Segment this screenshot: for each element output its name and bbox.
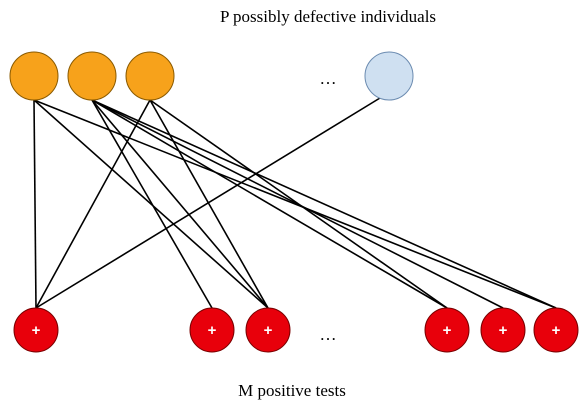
individual-node: [364, 51, 414, 101]
test-node: [245, 307, 291, 353]
test-label: +: [208, 322, 217, 339]
tests: + + + + + + …: [13, 307, 579, 353]
edge: [149, 99, 448, 309]
edge: [35, 97, 381, 309]
edge: [91, 99, 269, 309]
individuals: …: [9, 51, 414, 101]
individual-node: [125, 51, 175, 101]
title: P possibly defective individuals: [220, 7, 436, 26]
edge: [33, 99, 557, 309]
edge: [33, 99, 269, 309]
test-label: +: [443, 322, 452, 339]
edge: [91, 99, 557, 309]
edge: [91, 99, 213, 309]
footer: M positive tests: [238, 381, 346, 400]
edge: [91, 99, 448, 309]
test-label: +: [32, 322, 41, 339]
test-label: +: [552, 322, 561, 339]
test-node: [480, 307, 526, 353]
edge: [149, 99, 269, 309]
edges: [33, 97, 557, 309]
test-label: +: [499, 322, 508, 339]
ellipsis: …: [320, 325, 337, 344]
individual-node: [67, 51, 117, 101]
test-node: [189, 307, 235, 353]
test-node: [424, 307, 470, 353]
edge: [33, 99, 37, 309]
test-node: [13, 307, 59, 353]
individual-node: [9, 51, 59, 101]
edge: [35, 99, 151, 309]
test-label: +: [264, 322, 273, 339]
ellipsis: …: [320, 69, 337, 88]
test-node: [533, 307, 579, 353]
